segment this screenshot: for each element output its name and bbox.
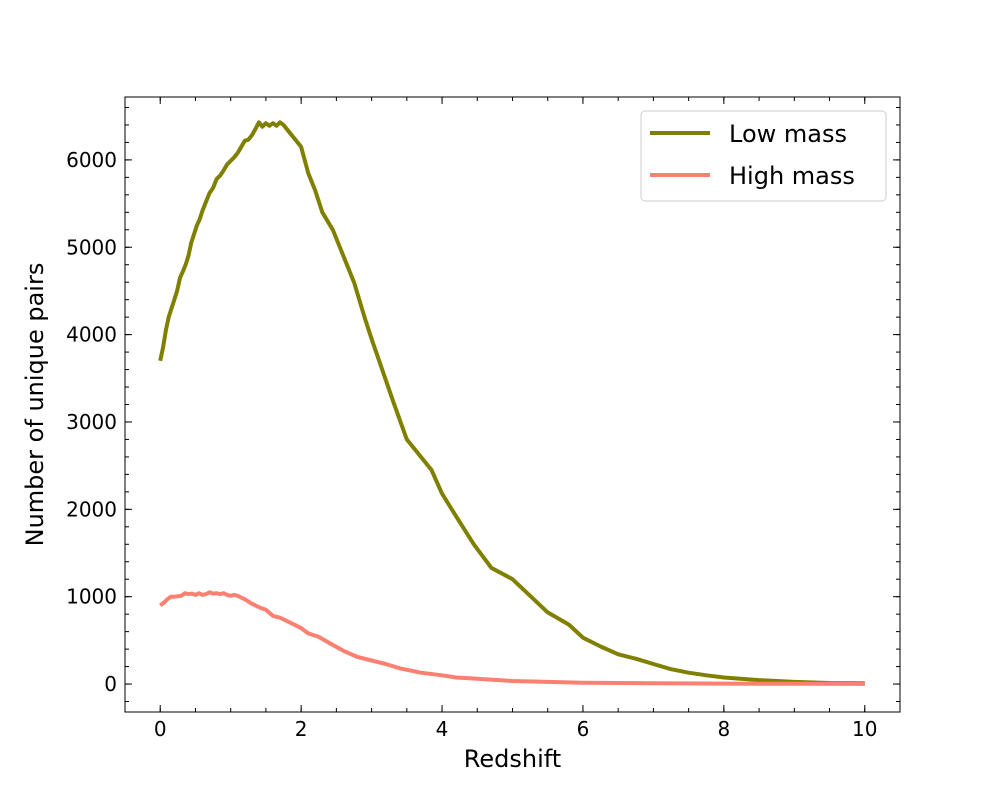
legend: Low mass High mass [640,110,887,202]
legend-label-high-mass: High mass [729,162,855,190]
y-tick-label: 1000 [66,585,117,609]
y-tick-label: 0 [104,672,117,696]
y-tick-label: 6000 [66,148,117,172]
x-tick-label: 6 [577,717,590,741]
x-axis-label: Redshift [464,745,561,773]
y-tick-label: 5000 [66,235,117,259]
x-tick-label: 4 [436,717,449,741]
y-tick-label: 3000 [66,410,117,434]
y-tick-label: 4000 [66,323,117,347]
tick-labels: 0 2 4 6 8 10 0 1000 2000 3000 4000 5000 6000 [66,148,877,741]
series-line-low-mass [158,120,865,686]
x-tick-label: 0 [154,717,167,741]
series-layer [158,120,865,686]
x-tick-label: 8 [717,717,730,741]
major-ticks [125,97,900,712]
plot-frame [124,96,901,713]
series-line-high-mass [159,590,865,686]
legend-label-low-mass: Low mass [729,120,847,148]
y-axis-label: Number of unique pairs [21,263,49,547]
x-tick-label: 10 [852,717,877,741]
x-tick-label: 2 [295,717,308,741]
y-tick-label: 2000 [66,497,117,521]
